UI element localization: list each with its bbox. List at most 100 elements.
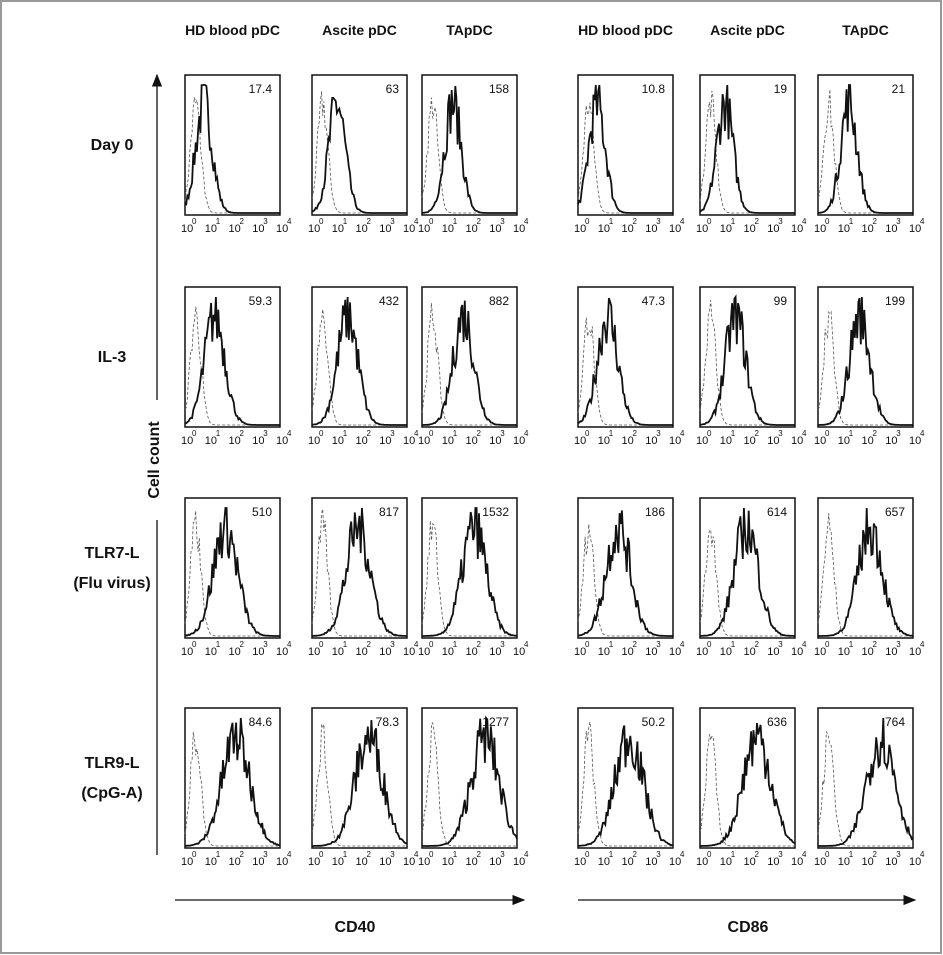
x-tick-exponent: 0 <box>825 429 830 438</box>
x-tick-exponent: 2 <box>755 640 760 649</box>
mfi-value: 510 <box>252 505 272 519</box>
mfi-value: 10.8 <box>642 82 666 96</box>
histogram-curve <box>312 507 407 637</box>
x-tick-base: 10 <box>205 435 217 447</box>
x-tick-exponent: 1 <box>731 640 736 649</box>
mfi-value: 21 <box>892 82 906 96</box>
x-tick-exponent: 2 <box>477 850 482 859</box>
x-tick-exponent: 4 <box>287 850 292 859</box>
x-tick-base: 10 <box>909 435 921 447</box>
x-tick-exponent: 2 <box>755 850 760 859</box>
mfi-value: 1277 <box>482 715 509 729</box>
row-label: Day 0 <box>91 137 134 154</box>
x-tick-base: 10 <box>379 646 391 658</box>
x-tick-base: 10 <box>862 646 874 658</box>
x-tick-exponent: 0 <box>825 640 830 649</box>
x-tick-exponent: 1 <box>849 850 854 859</box>
column-header: HD blood pDC <box>185 22 280 38</box>
x-tick-base: 10 <box>332 435 344 447</box>
x-tick-base: 10 <box>862 856 874 868</box>
mfi-value: 186 <box>645 505 665 519</box>
x-tick-base: 10 <box>403 646 415 658</box>
x-tick-base: 10 <box>696 223 708 235</box>
x-tick-exponent: 3 <box>263 850 268 859</box>
x-tick-exponent: 4 <box>920 217 925 226</box>
histogram-curve <box>818 507 914 637</box>
x-tick-exponent: 4 <box>680 217 685 226</box>
x-tick-base: 10 <box>205 223 217 235</box>
x-tick-exponent: 3 <box>390 429 395 438</box>
x-tick-exponent: 2 <box>367 850 372 859</box>
histogram-panel <box>311 707 408 849</box>
histogram-curve <box>311 96 407 214</box>
x-tick-exponent: 2 <box>633 850 638 859</box>
x-tick-base: 10 <box>574 646 586 658</box>
x-tick-base: 10 <box>645 223 657 235</box>
x-tick-base: 10 <box>466 856 478 868</box>
isotype-curve <box>421 722 517 847</box>
x-tick-exponent: 4 <box>414 850 419 859</box>
row-label: (Flu virus) <box>73 575 150 592</box>
histogram-curve <box>577 297 673 426</box>
x-tick-base: 10 <box>669 646 681 658</box>
x-tick-base: 10 <box>513 856 525 868</box>
row-label: TLR7-L <box>84 545 139 562</box>
x-tick-base: 10 <box>181 223 193 235</box>
x-tick-exponent: 2 <box>633 429 638 438</box>
x-tick-exponent: 0 <box>825 850 830 859</box>
x-tick-exponent: 0 <box>319 217 324 226</box>
mfi-value: 817 <box>379 505 399 519</box>
x-tick-base: 10 <box>909 223 921 235</box>
x-tick-exponent: 1 <box>609 850 614 859</box>
x-tick-exponent: 2 <box>367 217 372 226</box>
x-tick-base: 10 <box>744 223 756 235</box>
x-tick-base: 10 <box>356 223 368 235</box>
x-tick-base: 10 <box>838 856 850 868</box>
histogram-curve <box>184 717 281 847</box>
x-tick-base: 10 <box>205 646 217 658</box>
x-tick-base: 10 <box>442 435 454 447</box>
x-tick-exponent: 1 <box>609 217 614 226</box>
x-tick-exponent: 3 <box>896 429 901 438</box>
mfi-value: 432 <box>379 294 399 308</box>
x-tick-base: 10 <box>308 223 320 235</box>
histogram-panel <box>184 74 281 216</box>
histogram-panel <box>699 74 796 216</box>
x-tick-base: 10 <box>885 435 897 447</box>
histogram-curve <box>312 719 408 847</box>
x-tick-base: 10 <box>276 435 288 447</box>
histogram-curve <box>577 84 673 214</box>
x-tick-exponent: 2 <box>873 850 878 859</box>
histogram-panel <box>184 286 281 428</box>
histogram-panel <box>421 74 518 216</box>
histogram-panel <box>577 74 674 216</box>
x-tick-exponent: 3 <box>390 217 395 226</box>
x-tick-base: 10 <box>466 223 478 235</box>
mfi-value: 59.3 <box>249 294 273 308</box>
x-tick-exponent: 3 <box>656 429 661 438</box>
x-tick-base: 10 <box>252 856 264 868</box>
x-tick-base: 10 <box>720 223 732 235</box>
x-tick-exponent: 2 <box>477 640 482 649</box>
x-tick-base: 10 <box>442 646 454 658</box>
x-tick-base: 10 <box>645 646 657 658</box>
x-tick-base: 10 <box>181 646 193 658</box>
histogram-curve <box>184 507 280 637</box>
histogram-panel <box>699 707 796 849</box>
x-tick-base: 10 <box>332 646 344 658</box>
column-header: TApDC <box>842 22 888 38</box>
label-gap <box>140 400 170 520</box>
x-tick-base: 10 <box>669 856 681 868</box>
x-tick-base: 10 <box>838 646 850 658</box>
x-tick-exponent: 4 <box>287 640 292 649</box>
x-tick-exponent: 0 <box>585 850 590 859</box>
x-tick-exponent: 4 <box>802 429 807 438</box>
x-tick-exponent: 2 <box>873 640 878 649</box>
x-tick-base: 10 <box>574 856 586 868</box>
mfi-value: 84.6 <box>249 715 273 729</box>
x-tick-exponent: 1 <box>216 217 221 226</box>
histogram-curve <box>422 300 517 426</box>
x-tick-base: 10 <box>622 223 634 235</box>
x-tick-exponent: 3 <box>896 640 901 649</box>
x-tick-exponent: 4 <box>414 640 419 649</box>
